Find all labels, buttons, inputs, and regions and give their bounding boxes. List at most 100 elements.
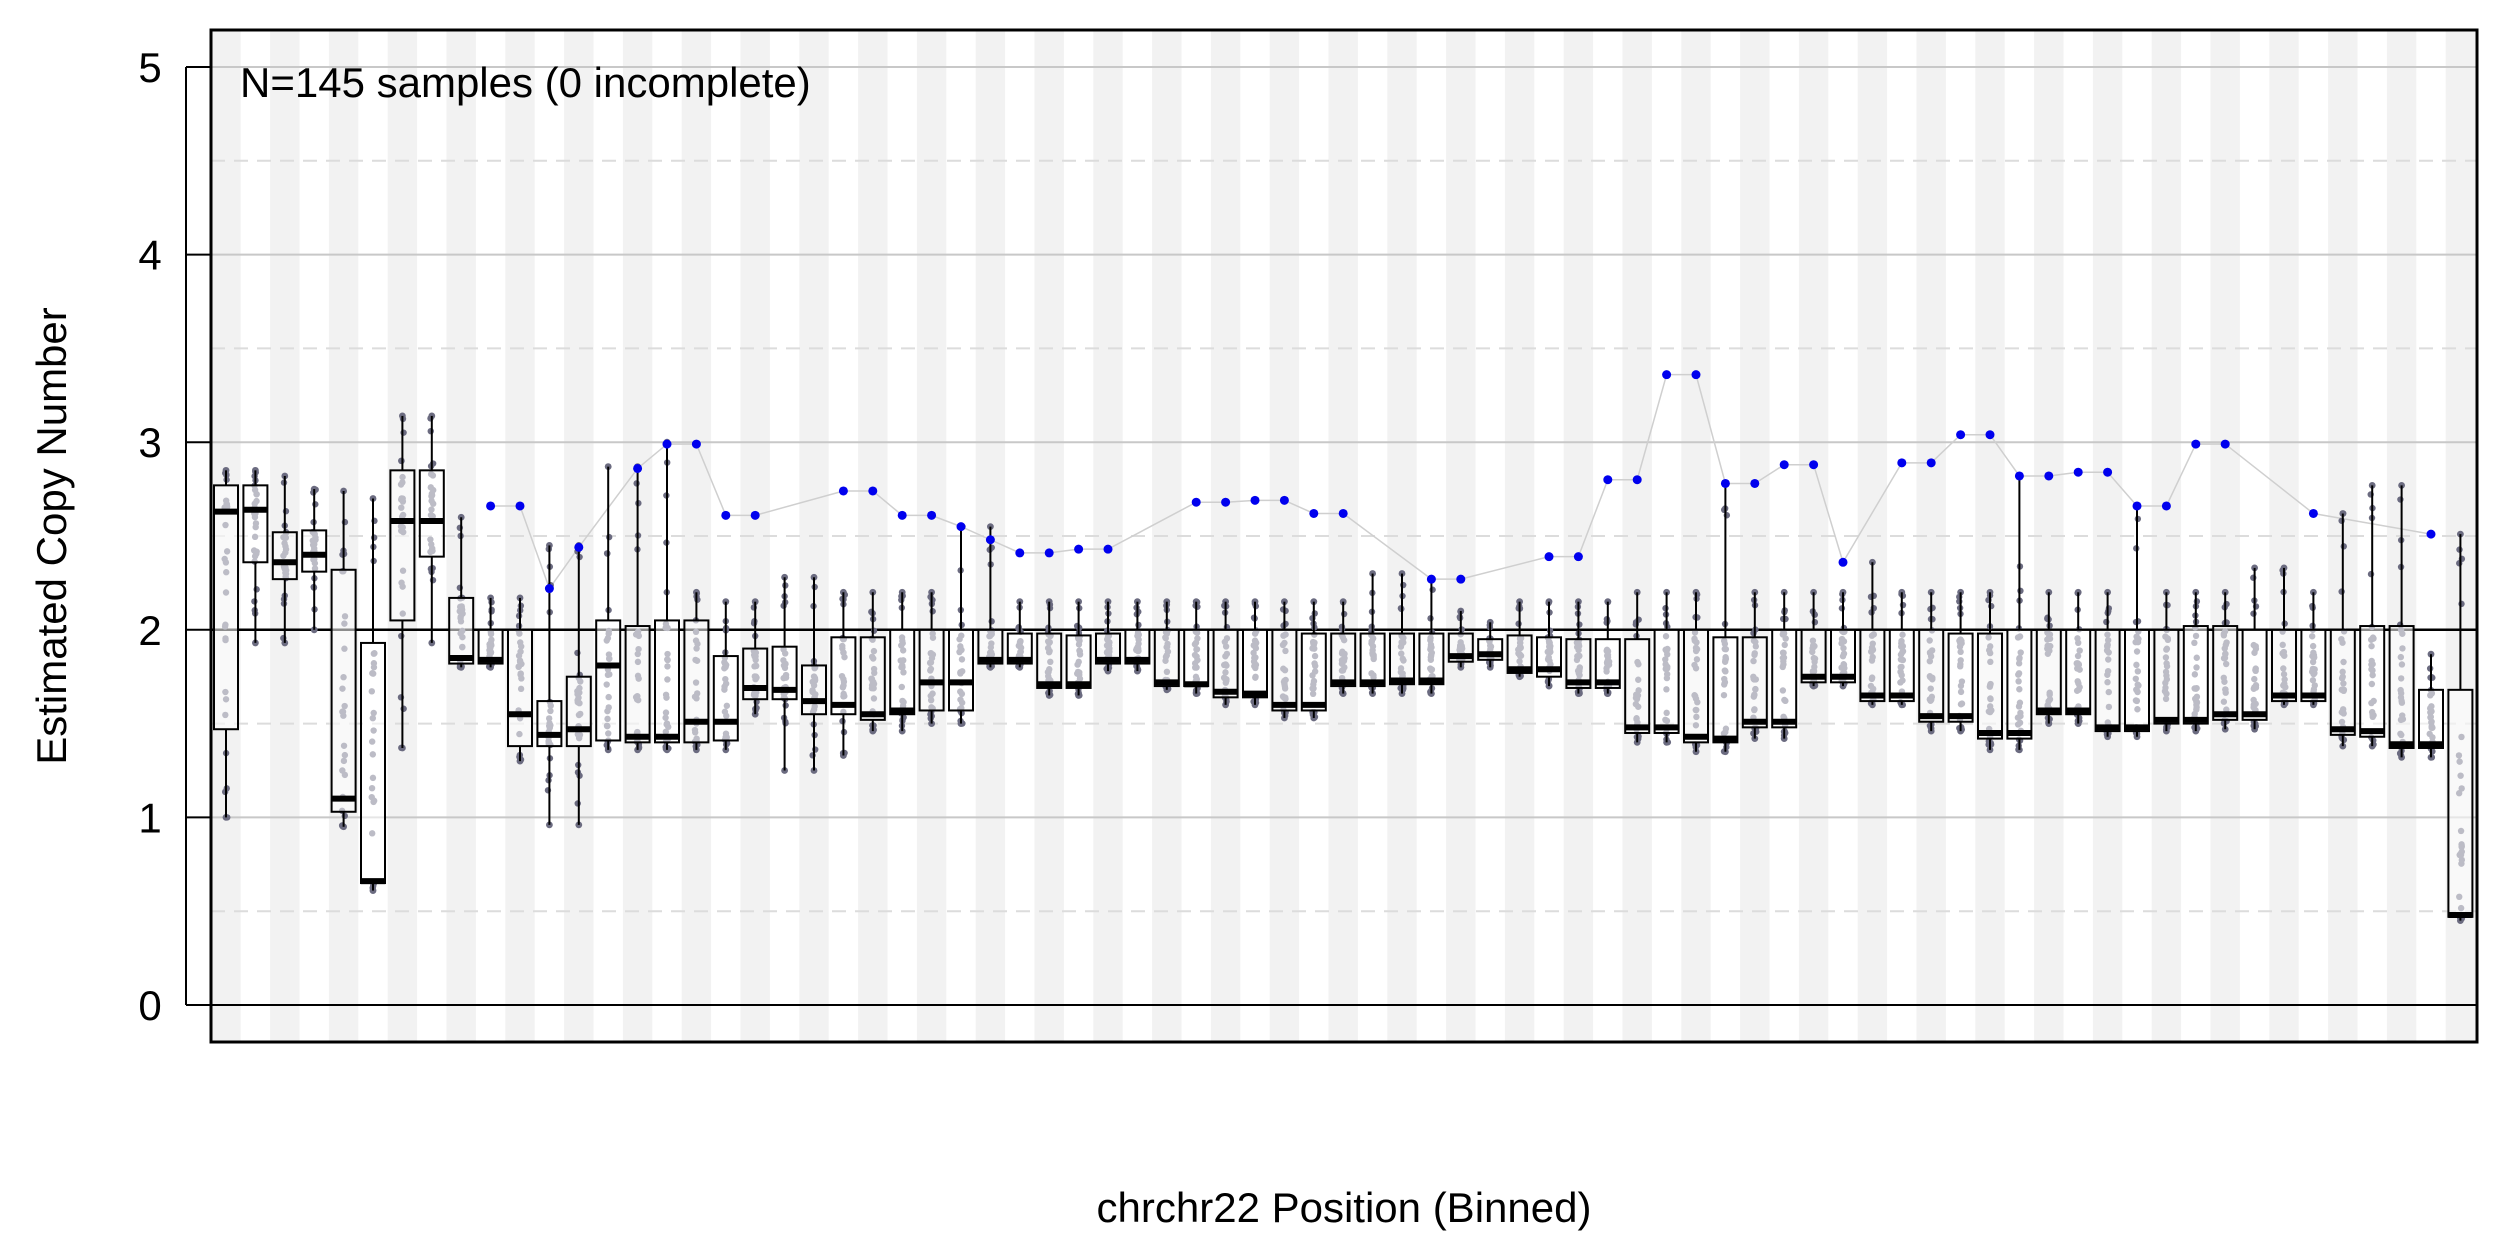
- highlight-point: [2044, 471, 2054, 481]
- box: [2212, 625, 2239, 721]
- highlight-point: [662, 439, 672, 449]
- trace-line: [490, 373, 2432, 591]
- highlight-point: [1103, 544, 1113, 554]
- box: [801, 664, 827, 716]
- sample-point: [1135, 621, 1142, 629]
- sample-point: [2164, 601, 2171, 609]
- box: [1653, 628, 1680, 734]
- sample-point: [1075, 598, 1082, 606]
- highlight-point: [1338, 508, 1348, 518]
- highlight-point: [1897, 458, 1907, 468]
- box: [1771, 628, 1798, 729]
- highlight-point: [544, 584, 554, 594]
- highlight-point: [1750, 478, 1760, 488]
- sample-point: [1545, 598, 1553, 606]
- highlight-point: [1691, 370, 1701, 380]
- highlight-point: [838, 486, 848, 496]
- plot-frame: [209, 28, 2479, 1044]
- sample-point: [2338, 588, 2345, 595]
- y-tick-label: 1: [138, 794, 161, 841]
- box: [2182, 625, 2209, 725]
- y-tick-label: 2: [138, 607, 161, 654]
- box: [1947, 632, 1974, 723]
- x-axis-label: chrchr22 Position (Binned): [1097, 1184, 1592, 1231]
- sample-point: [1397, 605, 1405, 612]
- sample-point: [1282, 607, 1289, 615]
- sample-point: [282, 508, 290, 515]
- sample-point: [1222, 598, 1229, 606]
- sample-point: [1016, 598, 1024, 606]
- highlight-point: [1662, 370, 1672, 380]
- box: [859, 636, 886, 721]
- box: [1330, 632, 1357, 688]
- highlight-trace: [490, 373, 2432, 591]
- highlight-point: [1309, 508, 1319, 518]
- highlight-point: [1838, 557, 1848, 567]
- boxes: [213, 415, 2474, 921]
- box: [1242, 628, 1268, 699]
- sample-point: [1869, 558, 1876, 566]
- y-tick-label: 0: [138, 982, 161, 1029]
- highlight-point: [750, 510, 760, 520]
- box: [918, 628, 945, 712]
- box: [1359, 632, 1386, 688]
- box: [2241, 628, 2268, 721]
- box: [1183, 628, 1210, 688]
- box: [1153, 628, 1180, 688]
- box: [389, 469, 416, 622]
- highlight-point: [1632, 475, 1642, 485]
- box: [418, 469, 445, 558]
- highlight-point: [574, 542, 584, 552]
- sample-point: [1251, 598, 1259, 606]
- sample-point: [751, 598, 759, 606]
- box: [1065, 634, 1092, 689]
- box: [2418, 688, 2444, 749]
- highlight-point: [897, 510, 907, 520]
- highlight-point: [2308, 508, 2318, 518]
- highlight-point: [2132, 501, 2142, 511]
- box: [565, 675, 592, 748]
- box: [330, 568, 357, 813]
- box: [948, 628, 974, 712]
- sample-point: [929, 608, 936, 615]
- highlight-point: [1015, 548, 1025, 558]
- sample-point: [2250, 610, 2257, 617]
- box: [536, 700, 563, 748]
- highlight-point: [2220, 439, 2230, 449]
- axes: 0 1 2 3 4 5: [138, 44, 211, 1029]
- box: [2065, 628, 2092, 716]
- highlight-point: [1426, 574, 1436, 584]
- sample-point: [2367, 570, 2375, 578]
- highlight-point: [2426, 529, 2436, 539]
- box: [1918, 628, 1945, 723]
- sample-point: [2456, 560, 2463, 567]
- box: [1300, 632, 1327, 712]
- box: [2035, 628, 2062, 716]
- box: [1741, 636, 1768, 729]
- sample-point: [312, 501, 319, 508]
- box: [889, 628, 916, 716]
- box: [213, 484, 239, 731]
- box: [2271, 628, 2297, 703]
- box: [1418, 632, 1445, 686]
- sample-point: [1838, 605, 1846, 612]
- sample-point: [1045, 598, 1053, 606]
- box: [1389, 632, 1415, 686]
- sample-point: [1134, 598, 1141, 606]
- highlight-point: [1221, 497, 1231, 507]
- highlight-point: [721, 510, 731, 520]
- sample-point: [2458, 600, 2465, 608]
- sample-point: [1457, 607, 1465, 615]
- sample-point: [251, 598, 258, 605]
- highlight-point: [1985, 430, 1995, 440]
- box: [2329, 628, 2356, 736]
- gridlines: [211, 66, 2477, 1006]
- sample-point: [487, 594, 494, 602]
- box: [2388, 625, 2415, 749]
- box: [624, 625, 651, 744]
- box: [742, 647, 769, 701]
- box: [1212, 628, 1239, 699]
- sample-point: [398, 457, 405, 465]
